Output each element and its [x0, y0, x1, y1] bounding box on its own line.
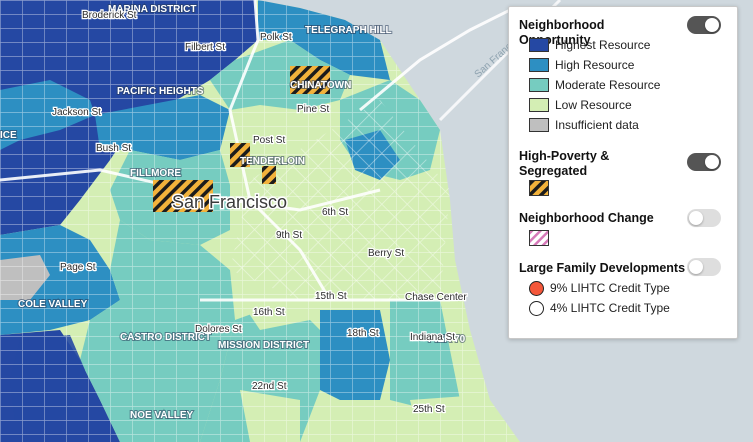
legend-item-4pct: 4% LIHTC Credit Type — [529, 300, 670, 316]
map-label-pier-70: PIER 70 — [428, 334, 466, 345]
legend-item-9pct: 9% LIHTC Credit Type — [529, 280, 670, 296]
poverty-title: High-Poverty & Segregated — [519, 149, 610, 178]
legend-label: Low Resource — [555, 98, 632, 112]
legend-item-low: Low Resource — [529, 97, 632, 113]
legend-label: 9% LIHTC Credit Type — [550, 281, 670, 295]
street-label: Bush St — [96, 143, 131, 154]
map-label-mission: MISSION DISTRICT — [218, 340, 309, 351]
street-label: Page St — [60, 262, 96, 273]
swatch-moderate — [529, 78, 549, 92]
street-label: Filbert St — [185, 42, 225, 53]
swatch-high — [529, 58, 549, 72]
street-label: 25th St — [413, 404, 445, 415]
street-label: Jackson St — [52, 107, 101, 118]
legend-item-high: High Resource — [529, 57, 634, 73]
map-label-marina: MARINA DISTRICT — [108, 4, 197, 15]
street-label: Dolores St — [195, 324, 242, 335]
street-label: Polk St — [260, 32, 292, 43]
street-label: Broderick St — [82, 10, 137, 21]
street-label: Berry St — [368, 248, 404, 259]
legend-item-highest: Highest Resource — [529, 37, 650, 53]
map-label-fillmore: FILLMORE — [130, 168, 181, 179]
street-label: 6th St — [322, 207, 348, 218]
street-label: 22nd St — [252, 381, 287, 392]
swatch-highest — [529, 38, 549, 52]
high-poverty-areas — [153, 66, 330, 212]
city-label: San Francisco — [172, 192, 287, 212]
map-label-tenderloin: TENDERLOIN — [240, 156, 305, 167]
circle-icon — [529, 300, 544, 316]
large-family-title: Large Family Developments — [519, 261, 686, 275]
legend-item-insufficient: Insufficient data — [529, 117, 639, 133]
map-label-castro: CASTRO DISTRICT — [120, 332, 211, 343]
street-label: 16th St — [253, 307, 285, 318]
street-label: Pine St — [297, 104, 329, 115]
hatch-gold-swatch — [529, 180, 549, 196]
map-label-noe-valley: NOE VALLEY — [130, 410, 193, 421]
legend-label: Moderate Resource — [555, 78, 661, 92]
street-label: Chase Center — [405, 292, 467, 303]
map-label-chinatown: CHINATOWN — [290, 80, 351, 91]
map-legend: Neighborhood Opportunity Highest Resourc… — [508, 6, 738, 339]
opportunity-toggle[interactable] — [687, 16, 721, 34]
hatch-pink-swatch — [529, 230, 549, 246]
swatch-insufficient — [529, 118, 549, 132]
street-label: 9th St — [276, 230, 302, 241]
map-label-cole-valley: COLE VALLEY — [18, 299, 88, 310]
circle-icon — [529, 280, 544, 296]
street-label: 15th St — [315, 291, 347, 302]
street-label: Post St — [253, 135, 285, 146]
legend-label: Highest Resource — [555, 38, 651, 52]
legend-label: 4% LIHTC Credit Type — [550, 301, 670, 315]
street-label: 18th St — [347, 328, 379, 339]
legend-item-moderate: Moderate Resource — [529, 77, 660, 93]
legend-label: Insufficient data — [555, 118, 639, 132]
neighborhood-labels: MARINA DISTRICT TELEGRAPH HILL PACIFIC H… — [0, 3, 467, 422]
poverty-toggle[interactable] — [687, 153, 721, 171]
map-label-ice: ICE — [0, 130, 17, 141]
large-family-toggle[interactable] — [687, 258, 721, 276]
map-label-telegraph-hill: TELEGRAPH HILL — [305, 25, 392, 36]
swatch-low — [529, 98, 549, 112]
map-label-pacific-heights: PACIFIC HEIGHTS — [117, 86, 204, 97]
change-title: Neighborhood Change — [519, 211, 654, 225]
legend-label: High Resource — [555, 58, 635, 72]
street-label: Indiana St — [410, 332, 455, 343]
change-toggle[interactable] — [687, 209, 721, 227]
major-roads — [0, 0, 511, 302]
street-labels: Filbert St Jackson St Bush St Pine St Po… — [51, 9, 469, 417]
